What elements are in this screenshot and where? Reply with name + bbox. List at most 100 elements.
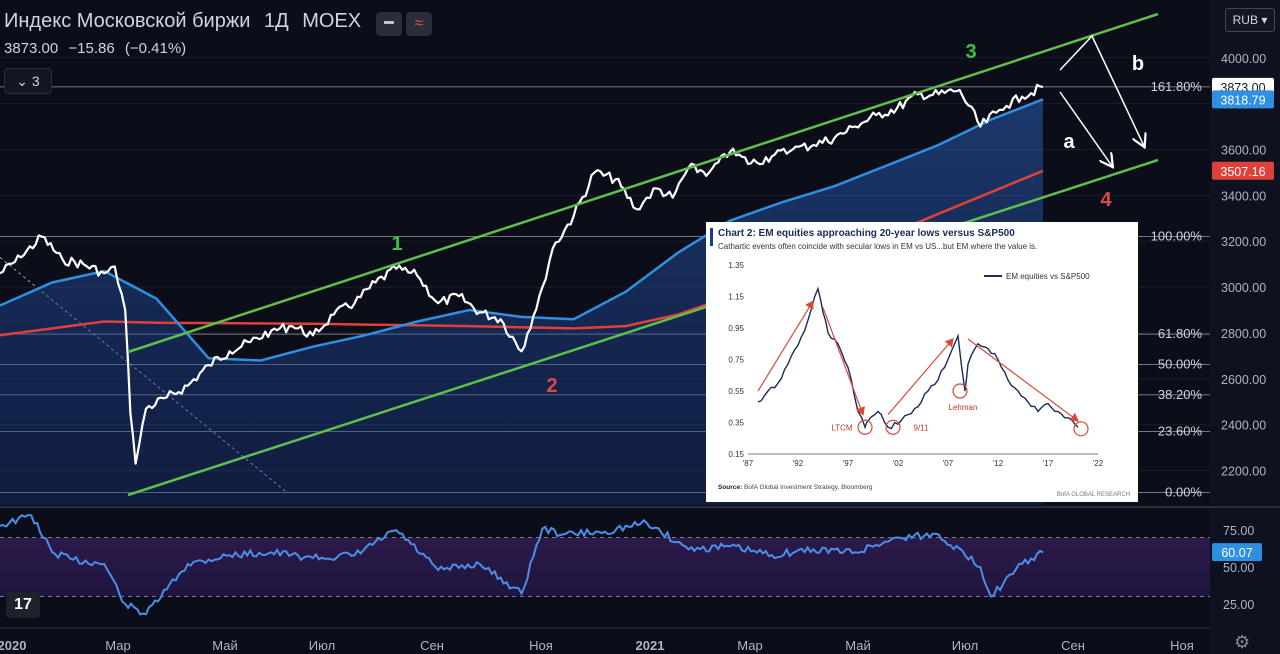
collapse-indicators-button[interactable]: ⌄ 3: [4, 68, 52, 94]
y-tick-label: 2800.00: [1221, 327, 1266, 341]
channel-upper: [127, 12, 1159, 354]
rsi-value-tag: 60.07: [1221, 546, 1252, 560]
inset-subtitle: Cathartic events often coincide with sec…: [718, 242, 1038, 251]
inset-source-label: Source:: [718, 484, 743, 491]
compare-icon[interactable]: ≈: [406, 12, 432, 36]
fib-label: 161.80%: [1151, 79, 1203, 94]
y-tick-label: 2400.00: [1221, 419, 1266, 433]
x-tick-label: Июл: [952, 638, 978, 653]
fib-label: 23.60%: [1158, 424, 1203, 439]
inset-x-tick: '07: [943, 459, 954, 468]
inset-title: Chart 2: EM equities approaching 20-year…: [718, 228, 1015, 239]
inset-trend-arrow: [757, 300, 814, 392]
x-tick-label: Ноя: [529, 638, 553, 653]
indicators-count: 3: [31, 73, 40, 89]
inset-x-tick: '02: [893, 459, 904, 468]
inset-event-circle: [952, 383, 968, 399]
x-tick-label: Ноя: [1170, 638, 1194, 653]
inset-annotation: LTCM: [831, 423, 853, 432]
y-tick-label: 3400.00: [1221, 189, 1266, 203]
rsi-tick-label: 75.00: [1223, 524, 1254, 538]
fib-label: 38.20%: [1158, 387, 1203, 402]
inset-y-tick: 1.15: [728, 293, 744, 302]
fib-label: 0.00%: [1165, 484, 1202, 499]
ma-fast-line: [0, 98, 1044, 362]
quote-line: 3873.00 −15.86 (−0.41%): [4, 40, 192, 57]
x-tick-label: Май: [212, 638, 237, 653]
inset-plot: 0.15 0.35 0.55 0.75 0.95 1.15 1.35 '87 '92 '97 '02…: [728, 261, 1104, 468]
rsi-line: [0, 513, 1044, 616]
rsi-tick-label: 50.00: [1223, 561, 1254, 575]
inset-x-tick: '92: [793, 459, 804, 468]
y-tick-label: 4000.00: [1221, 52, 1266, 66]
wave-label: 2: [546, 375, 557, 397]
inset-title-bar: [710, 228, 713, 246]
inset-event-circle: [1073, 421, 1089, 437]
inset-x-tick: '12: [993, 459, 1004, 468]
inset-series-line: [757, 286, 1079, 430]
x-tick-label: Июл: [309, 638, 335, 653]
price-line: [0, 83, 1044, 465]
x-tick-label: Мар: [105, 638, 130, 653]
x-tick-label: Май: [845, 638, 870, 653]
chevron-down-icon: ▾: [1261, 13, 1268, 27]
y-tick-label: 2600.00: [1221, 373, 1266, 387]
x-tick-label: Сен: [1061, 638, 1085, 653]
inset-legend-label: EM equities vs S&P500: [1006, 272, 1090, 281]
rsi-pane: 2020 Мар Май Июл Сен Ноя 2021 Мар Май Июл Сен Ноя 25…: [0, 506, 1280, 653]
x-tick-label: Мар: [737, 638, 762, 653]
inset-y-tick: 0.55: [728, 387, 744, 396]
rsi-band: [0, 537, 1210, 597]
rsi-value-tag-bg: [1212, 543, 1262, 562]
inset-event-circle: [885, 419, 901, 435]
currency-select[interactable]: RUB ▾: [1225, 8, 1275, 32]
inset-x-tick: '17: [1043, 459, 1054, 468]
x-tick-label: 2020: [0, 638, 26, 653]
wave-label: 1: [391, 233, 402, 255]
projection-arrow-a: [1059, 91, 1112, 166]
fib-label: 61.80%: [1158, 326, 1203, 341]
inset-chart-em-vs-sp500: Chart 2: EM equities approaching 20-year…: [706, 222, 1138, 502]
inset-trend-arrow: [822, 307, 865, 416]
wave-label: 4: [1100, 189, 1112, 211]
instrument-name: Индекс Московской биржи: [4, 10, 251, 32]
wave-label: b: [1132, 53, 1144, 75]
inset-x-tick: '22: [1093, 459, 1104, 468]
y-tick-label: 3000.00: [1221, 281, 1266, 295]
channel-lower: [127, 158, 1159, 497]
chevron-down-icon: ⌄: [16, 73, 29, 89]
exchange-label: MOEX: [302, 10, 362, 32]
wave-label: a: [1063, 131, 1075, 153]
inset-x-tick: '87: [743, 459, 754, 468]
inset-y-tick: 0.75: [728, 356, 744, 365]
price-change: −15.86: [68, 40, 115, 57]
x-tick-label: Сен: [420, 638, 444, 653]
inset-event-circle: [857, 419, 873, 435]
symbol-title: Индекс Московской биржи 1Д MOEX: [4, 10, 369, 33]
fib-label: 100.00%: [1151, 229, 1203, 244]
ma-slow-tag: 3507.16: [1220, 165, 1265, 179]
tradingview-logo-icon[interactable]: 17: [6, 592, 40, 618]
projection-arrow-b: [1059, 34, 1144, 146]
ma-fast-tag: 3818.79: [1220, 93, 1265, 107]
ma-slow-tag-bg: [1212, 161, 1274, 180]
inset-y-tick: 0.95: [728, 324, 744, 333]
inset-trend-arrow: [967, 338, 1079, 422]
inset-source: Source: BofA Global Investment Strategy,…: [718, 484, 873, 491]
y-tick-label: 3200.00: [1221, 235, 1266, 249]
inset-trend-arrow: [887, 338, 954, 416]
inset-y-tick: 0.35: [728, 419, 744, 428]
inset-annotation: Lehman: [949, 403, 978, 412]
inset-brand: BofA GLOBAL RESEARCH: [1056, 492, 1130, 498]
last-price: 3873.00: [4, 40, 59, 57]
interval-label[interactable]: 1Д: [263, 10, 289, 32]
minus-icon[interactable]: ━: [376, 12, 402, 36]
y-tick-label: 2200.00: [1221, 465, 1266, 479]
x-tick-label: 2021: [636, 638, 665, 653]
inset-source-text: BofA Global Investment Strategy, Bloombe…: [744, 484, 873, 491]
inset-annotation: 9/11: [914, 423, 930, 432]
gear-icon[interactable]: ⚙: [1234, 632, 1251, 652]
inset-y-tick: 1.35: [728, 261, 744, 270]
ma-fast-tag-bg: [1212, 90, 1274, 109]
price-change-pct: (−0.41%): [124, 40, 187, 57]
